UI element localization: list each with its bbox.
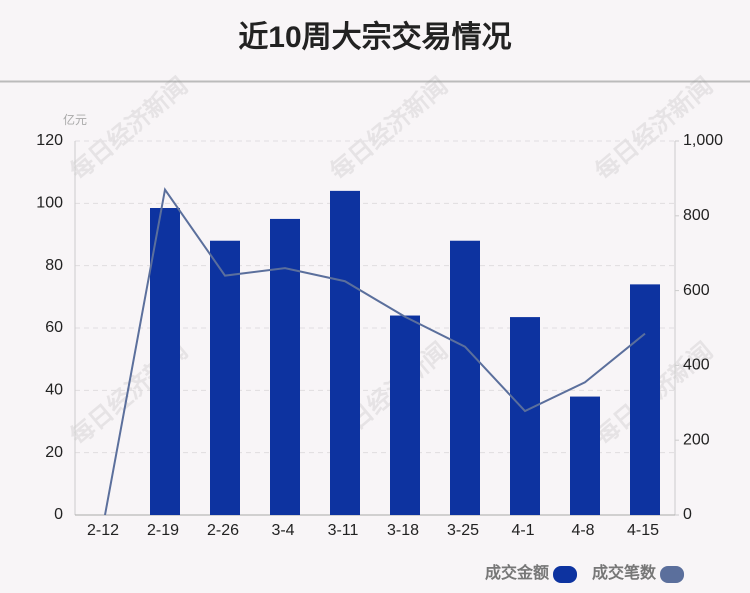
bar: [390, 315, 420, 515]
legend-swatch: [660, 566, 685, 583]
y2-tick-label: 1,000: [683, 132, 723, 149]
y-tick-label: 120: [36, 132, 63, 149]
x-tick-label: 3-4: [271, 522, 294, 539]
y2-tick-label: 800: [683, 207, 710, 224]
x-tick-label: 2-26: [207, 522, 239, 539]
bar: [210, 240, 240, 515]
bar: [450, 240, 480, 515]
x-tick-label: 4-8: [571, 522, 594, 539]
legend-label: 成交笔数: [592, 563, 657, 582]
chart-title: 近10周大宗交易情况: [238, 20, 511, 54]
y-tick-label: 60: [45, 319, 63, 336]
bar: [330, 190, 360, 515]
bar: [150, 208, 180, 515]
bar: [570, 396, 600, 515]
y-tick-label: 20: [45, 444, 63, 461]
y2-tick-label: 200: [683, 431, 710, 448]
x-tick-label: 4-15: [627, 522, 659, 539]
x-tick-label: 2-12: [87, 522, 119, 539]
y-tick-label: 80: [45, 257, 63, 274]
y2-tick-label: 400: [683, 357, 710, 374]
bar: [510, 317, 540, 515]
x-tick-label: 4-1: [511, 522, 534, 539]
legend-label: 成交金额: [485, 563, 549, 582]
line: [104, 187, 646, 516]
legend-swatch: [553, 566, 578, 583]
y-unit: 亿元: [63, 112, 87, 127]
y2-tick-label: 0: [683, 506, 692, 523]
bar: [270, 218, 300, 515]
bar: [630, 284, 660, 515]
y-tick-label: 0: [54, 506, 63, 523]
y-tick-label: 100: [36, 195, 63, 212]
y2-tick-label: 600: [683, 282, 710, 299]
x-tick-label: 3-25: [447, 522, 479, 539]
y-tick-label: 40: [45, 382, 63, 399]
x-tick-label: 3-11: [328, 522, 359, 539]
x-tick-label: 2-19: [147, 522, 179, 539]
x-tick-label: 3-18: [387, 522, 419, 539]
